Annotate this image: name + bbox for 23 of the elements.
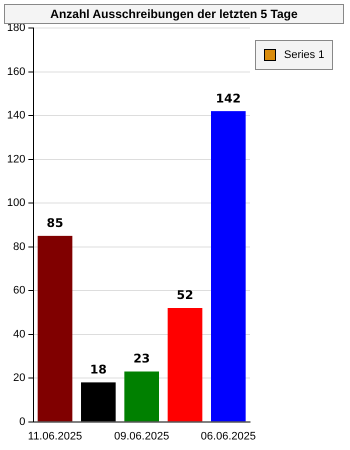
y-tick-label: 160 — [6, 66, 26, 78]
y-tick-label: 40 — [13, 328, 26, 340]
data-label: 18 — [90, 362, 107, 377]
bar — [168, 308, 202, 422]
bar — [124, 371, 160, 422]
bar — [38, 236, 72, 422]
x-tick-label: 06.06.2025 — [200, 430, 256, 442]
data-label: 52 — [176, 288, 194, 302]
y-tick-label: 120 — [6, 153, 26, 166]
chart-title: Anzahl Ausschreibungen der letzten 5 Tage — [4, 4, 344, 24]
text: Series 1 — [284, 49, 324, 61]
bar — [211, 111, 246, 422]
y-tick-label: 140 — [6, 110, 26, 122]
y-tick-label: 20 — [13, 372, 26, 384]
y-tick-label: 60 — [13, 284, 26, 297]
y-tick-label: 80 — [13, 240, 26, 253]
data-label: 142 — [216, 91, 241, 106]
data-label: 85 — [46, 216, 64, 230]
y-tick-label: 100 — [6, 197, 26, 210]
data-label: 23 — [133, 352, 150, 366]
x-tick-label: 09.06.2025 — [114, 430, 170, 442]
y-tick-label: 0 — [19, 416, 26, 428]
x-tick-label: 11.06.2025 — [28, 430, 82, 442]
